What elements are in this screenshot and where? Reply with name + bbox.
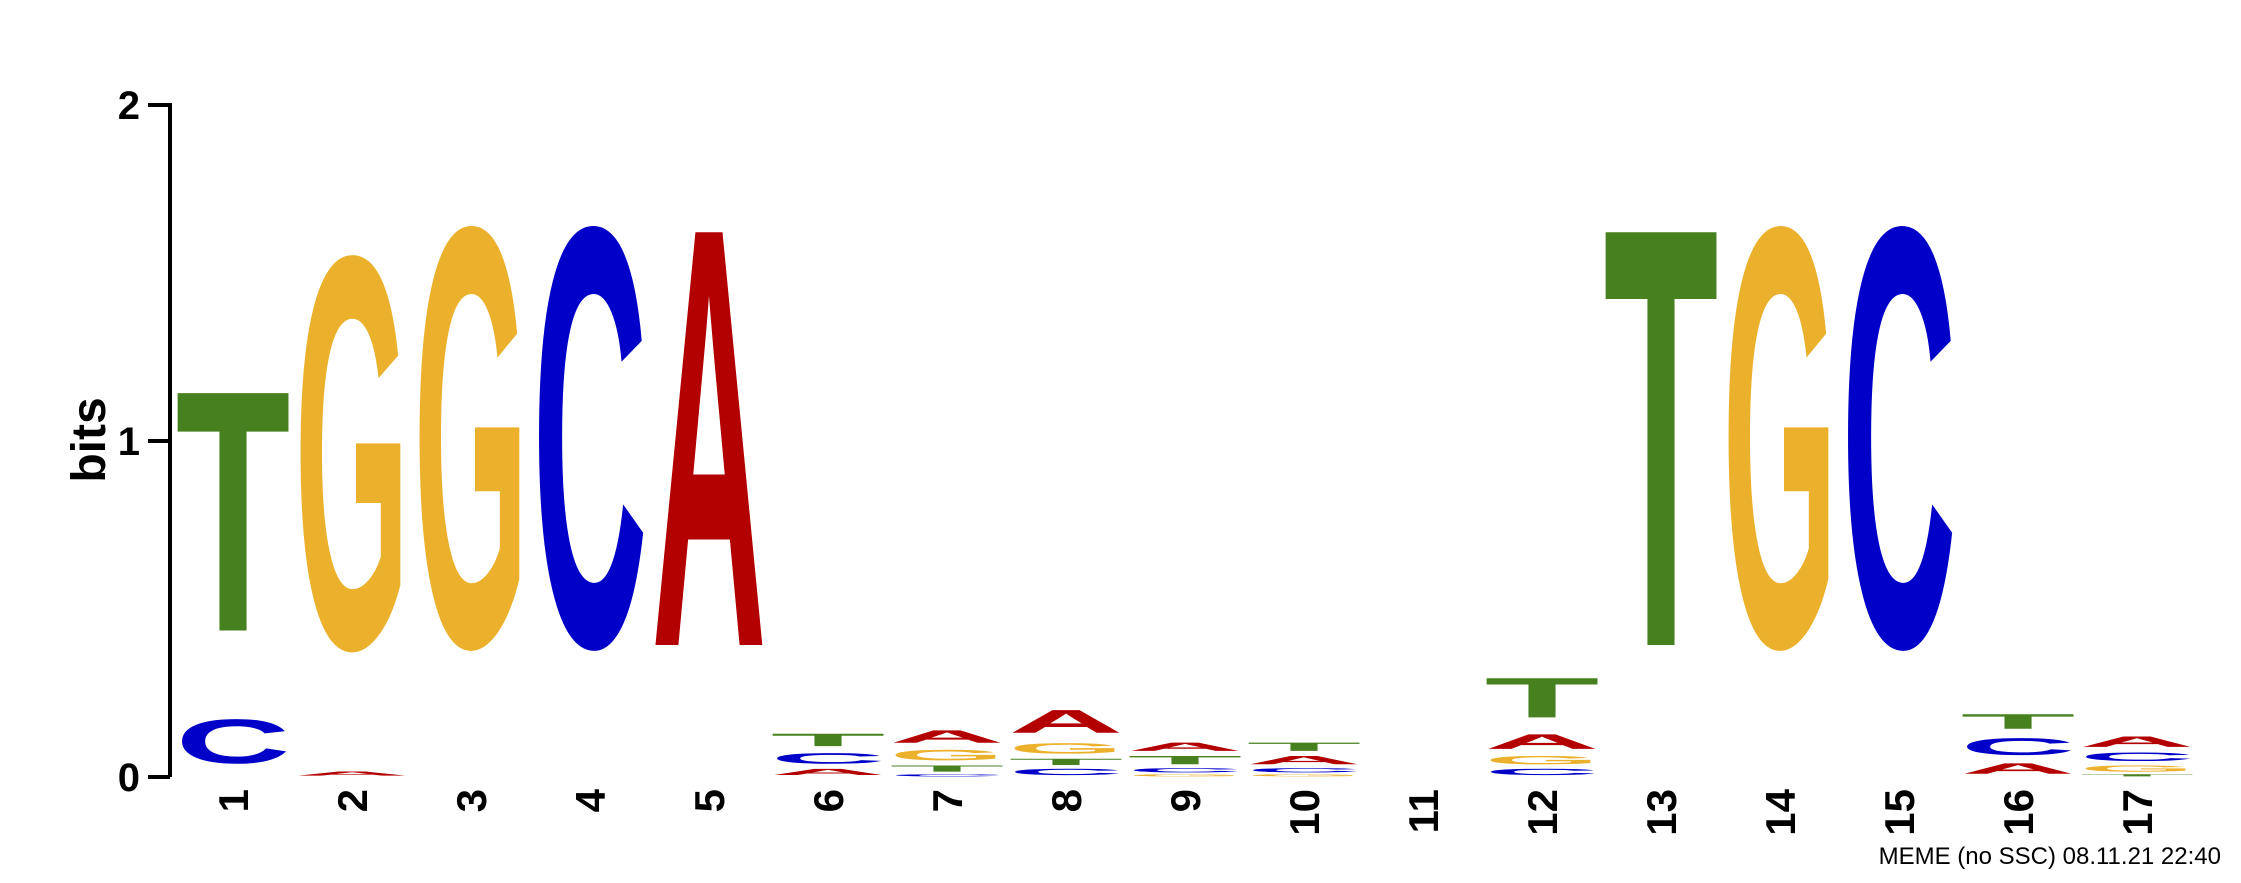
position-stack: CT xyxy=(175,318,290,777)
logo-letter-G: G xyxy=(890,747,1005,764)
footer-credit: MEME (no SSC) 08.11.21 22:40 xyxy=(1878,843,2221,870)
logo-letter-G: G xyxy=(1723,101,1838,772)
position-label: 16 xyxy=(1995,789,2042,836)
position-stack: C xyxy=(533,104,648,774)
logo-letter-T: T xyxy=(2080,774,2195,777)
position-label: 15 xyxy=(1876,789,1923,836)
logo-letter-C: C xyxy=(1842,104,1957,774)
logo-letter-C: C xyxy=(1961,733,2076,760)
logo-letter-G: G xyxy=(295,140,410,766)
position-label: 13 xyxy=(1638,789,1685,836)
logo-letter-T: T xyxy=(1485,666,1600,730)
logo-letter-C: C xyxy=(1009,767,1124,777)
position-label: 12 xyxy=(1519,789,1566,836)
logo-letter-A: A xyxy=(295,770,410,777)
logo-letter-T: T xyxy=(1009,757,1124,767)
logo-letter-A: A xyxy=(652,104,767,774)
logo-letter-C: C xyxy=(533,104,648,774)
position-label: 1 xyxy=(210,789,257,812)
position-label: 9 xyxy=(1162,789,1209,812)
y-tick-label: 2 xyxy=(118,84,140,128)
position-stack: G xyxy=(1723,101,1838,772)
logo-letter-T: T xyxy=(1247,740,1362,753)
logo-letter-C: C xyxy=(1485,767,1600,777)
logo-letter-A: A xyxy=(2080,733,2195,750)
logo-letter-G: G xyxy=(2080,764,2195,774)
logo-letter-C: C xyxy=(2080,750,2195,763)
logo-letter-C: C xyxy=(1247,767,1362,774)
position-stack: C xyxy=(1842,104,1957,774)
position-labels: 1 2 3 4 5 6 7 8 9 10 11 12 13 14 15 16 17 xyxy=(210,788,2161,835)
position-label: 10 xyxy=(1281,789,1328,836)
logo-letter-A: A xyxy=(1247,753,1362,766)
logo-letter-G: G xyxy=(1009,740,1124,757)
position-label: 11 xyxy=(1400,789,1447,833)
y-ticks: 0 1 2 xyxy=(118,84,170,800)
position-label: 14 xyxy=(1757,788,1804,835)
logo-letter-T: T xyxy=(771,730,886,750)
position-stack: ACT xyxy=(771,730,886,777)
logo-letter-G: G xyxy=(1247,774,1362,777)
logo-letter-C: C xyxy=(1128,767,1243,774)
logo-letter-C: C xyxy=(890,774,1005,777)
y-tick-label: 0 xyxy=(118,756,140,800)
position-stack: G xyxy=(414,101,529,772)
position-label: 4 xyxy=(567,788,614,812)
logo-letter-G: G xyxy=(1485,754,1600,767)
logo-letter-T: T xyxy=(1604,103,1719,774)
logo-letter-G: G xyxy=(1128,774,1243,777)
logo-letter-A: A xyxy=(1008,703,1123,740)
logo-letter-A: A xyxy=(1961,760,2076,777)
logo-letter-T: T xyxy=(1961,710,2076,733)
logo-letter-C: C xyxy=(771,750,886,767)
logo-letter-T: T xyxy=(890,764,1005,774)
logo-letter-G: G xyxy=(414,101,529,772)
logo-letter-C: C xyxy=(175,706,290,777)
position-label: 6 xyxy=(805,789,852,812)
position-label: 8 xyxy=(1043,789,1090,812)
logo-letter-A: A xyxy=(1485,730,1600,753)
position-stack: AG xyxy=(295,140,410,777)
logo-letter-A: A xyxy=(1128,740,1243,753)
y-tick-label: 1 xyxy=(118,420,140,464)
position-stack: T xyxy=(1604,103,1719,774)
logo-letter-T: T xyxy=(176,318,291,704)
position-label: 7 xyxy=(924,789,971,812)
position-stack: ACT xyxy=(1961,710,2076,777)
position-label: 2 xyxy=(329,789,376,812)
logo-letter-T: T xyxy=(1128,753,1243,766)
y-axis-title: bits xyxy=(63,397,116,482)
position-label: 3 xyxy=(448,789,495,812)
position-label: 17 xyxy=(2114,789,2161,836)
position-stack: A xyxy=(652,104,767,774)
logo-letter-A: A xyxy=(890,727,1005,747)
position-label: 5 xyxy=(686,789,733,812)
logo-letter-A: A xyxy=(771,767,886,777)
